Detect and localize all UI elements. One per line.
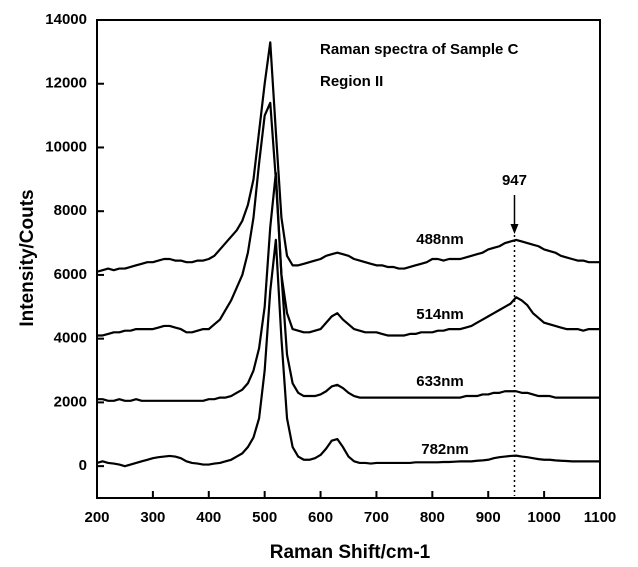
y-tick-label: 4000	[54, 330, 87, 347]
y-tick-label: 2000	[54, 393, 87, 410]
y-tick-label: 10000	[45, 138, 87, 155]
series-line	[96, 238, 600, 468]
series-line	[97, 101, 600, 337]
series-line	[96, 41, 600, 273]
x-axis-label: Raman Shift/cm-1	[270, 542, 431, 563]
x-tick-label: 800	[420, 509, 445, 526]
y-tick-label: 0	[79, 457, 87, 474]
series-label: 633nm	[416, 373, 464, 390]
plot-frame	[96, 19, 601, 499]
y-tick-label: 8000	[54, 202, 87, 219]
y-axis-label: Intensity/Couts	[17, 189, 38, 326]
x-tick-label: 400	[196, 509, 221, 526]
y-tick-label: 14000	[45, 11, 87, 28]
series-line	[97, 171, 600, 402]
chart-title: Raman spectra of Sample C	[320, 41, 519, 58]
x-tick-label: 700	[364, 509, 389, 526]
x-tick-label: 900	[476, 509, 501, 526]
y-tick-label: 6000	[54, 266, 87, 283]
x-tick-label: 200	[84, 509, 109, 526]
annotation-arrowhead	[510, 224, 519, 234]
series-label: 514nm	[416, 306, 464, 323]
x-tick-label: 600	[308, 509, 333, 526]
x-tick-label: 1000	[527, 509, 560, 526]
x-tick-label: 500	[252, 509, 277, 526]
series-label: 782nm	[421, 441, 469, 458]
x-tick-label: 1100	[584, 509, 617, 526]
annotation-label: 947	[502, 172, 527, 189]
chart-subtitle: Region II	[320, 73, 383, 90]
y-tick-label: 12000	[45, 75, 87, 92]
series-label: 488nm	[416, 231, 464, 248]
x-tick-label: 300	[140, 509, 165, 526]
